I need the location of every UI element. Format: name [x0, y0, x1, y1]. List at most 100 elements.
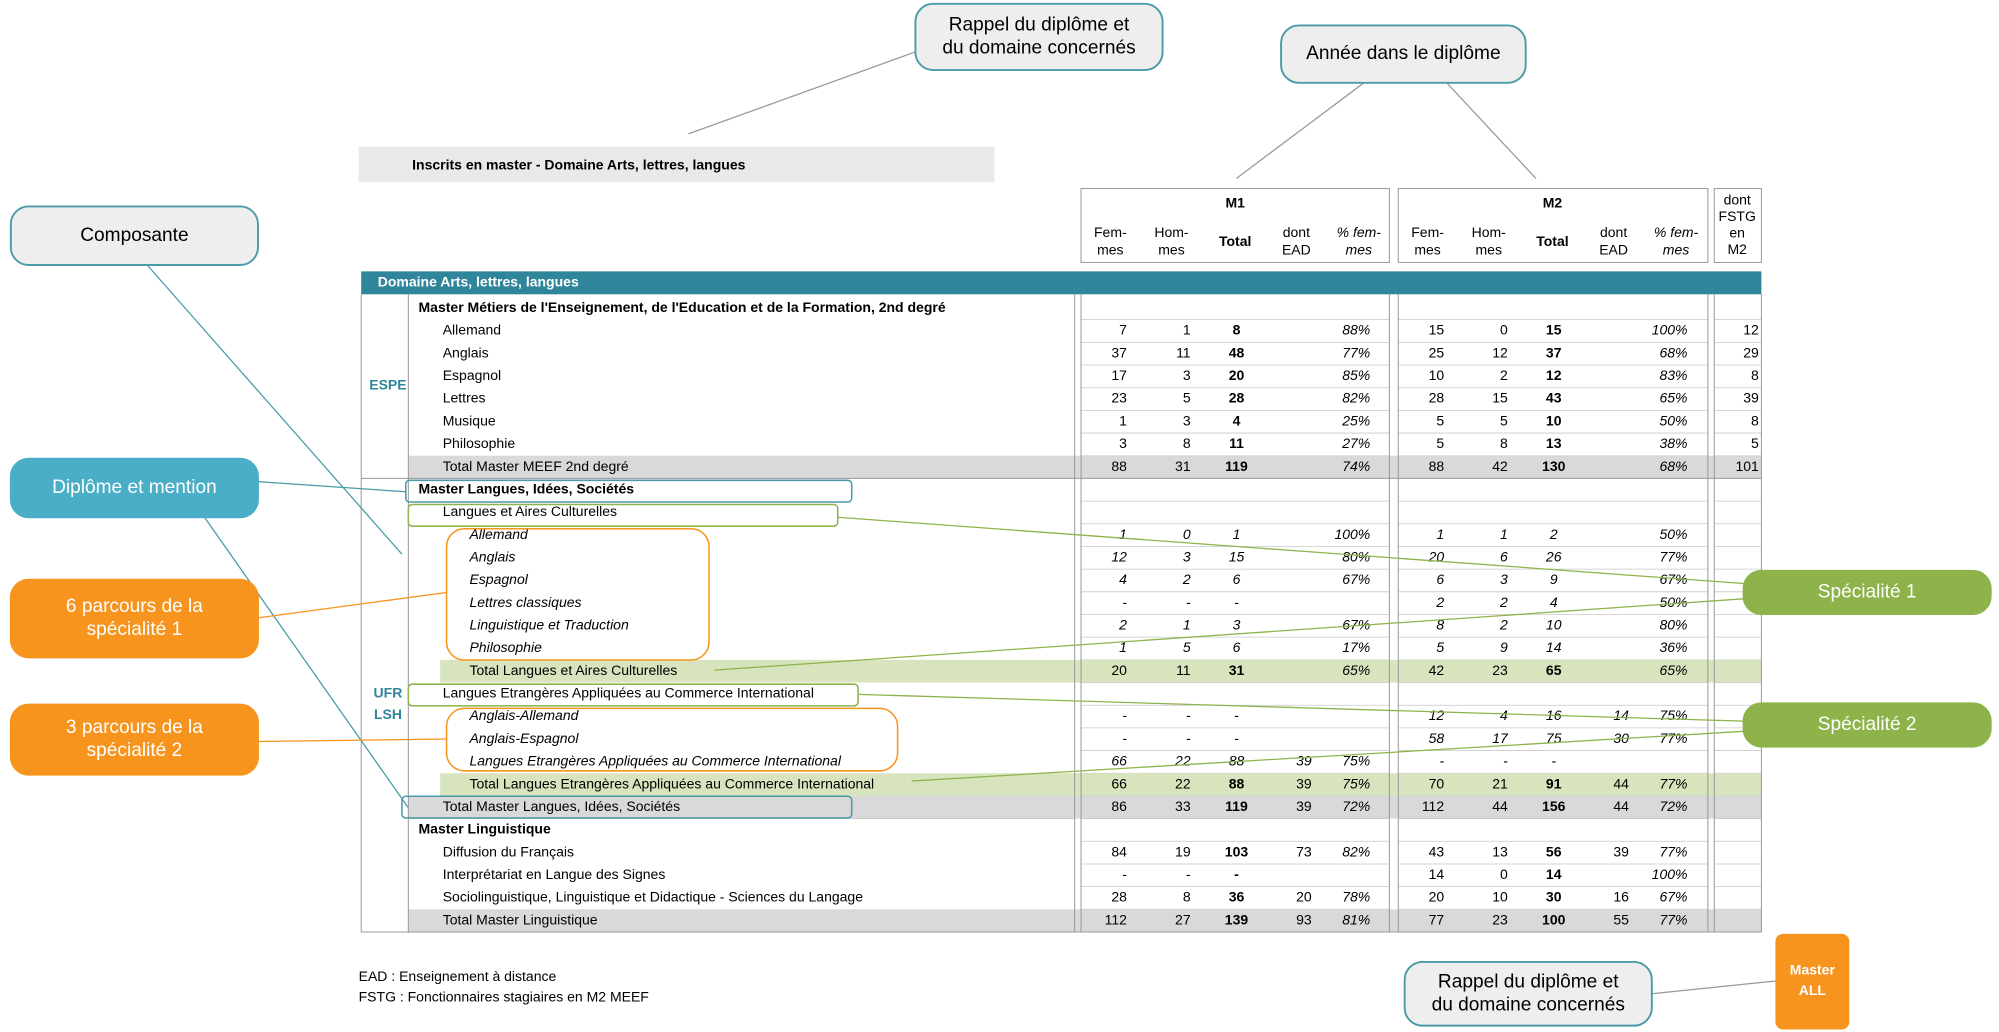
cell: - [1234, 730, 1239, 746]
callout-box [1775, 933, 1850, 1030]
cell: 28 [1429, 390, 1445, 406]
row-label: Diffusion du Français [443, 843, 574, 859]
cell: 12 [1429, 707, 1445, 723]
cell: 1 [1233, 526, 1241, 542]
cell: 119 [1225, 458, 1248, 474]
cell: 15 [1546, 322, 1562, 338]
cell: 8 [1751, 412, 1759, 428]
cell: 67% [1659, 571, 1687, 587]
column-header: FSTG [1719, 208, 1756, 224]
cell: - [1122, 730, 1127, 746]
cell: 25 [1429, 344, 1445, 360]
callout-box [9, 703, 259, 776]
cell: 77% [1659, 730, 1687, 746]
cell: 84 [1111, 843, 1127, 859]
cell: 74% [1342, 458, 1370, 474]
cell: 156 [1542, 798, 1566, 814]
cell: 68% [1659, 344, 1687, 360]
cell: 28 [1229, 390, 1245, 406]
cell: 13 [1492, 843, 1508, 859]
cell: 100% [1652, 866, 1688, 882]
callout-text: 3 parcours de la [66, 717, 203, 738]
cell: - [1186, 707, 1191, 723]
cell: - [1439, 753, 1444, 769]
cell: 11 [1176, 662, 1191, 678]
cell: 31 [1229, 662, 1245, 678]
callout-box [1742, 569, 1992, 616]
highlight-box [445, 707, 899, 772]
connector [858, 693, 1744, 722]
cell: 5 [1183, 639, 1191, 655]
cell: 112 [1105, 911, 1128, 927]
cell: 17% [1342, 639, 1370, 655]
table-body: M1 Fem-mes Hom-mes Total dont EAD % fem-mes M2 F… [359, 191, 1762, 1004]
connector [688, 50, 919, 135]
cell: 25% [1341, 412, 1370, 428]
row-label: Total Master Langues, Idées, Sociétés [443, 798, 680, 814]
m2-header-box [1397, 188, 1709, 263]
cell: 1 [1500, 526, 1508, 542]
footnote: FSTG : Fonctionnaires stagiaires en M2 M… [359, 988, 649, 1004]
cell: 1 [1436, 526, 1444, 542]
cell: 22 [1175, 775, 1191, 791]
column-header: % fem- [1654, 224, 1699, 240]
cell: 4 [1233, 412, 1241, 428]
callout-box [1403, 960, 1653, 1027]
cell: 100 [1542, 911, 1566, 927]
cell: 6 [1233, 571, 1241, 587]
column-header: mes [1097, 242, 1123, 258]
cell: 23 [1492, 911, 1508, 927]
cell: 38% [1659, 435, 1687, 451]
column-header: Fem- [1411, 224, 1444, 240]
connector [1236, 82, 1365, 179]
cell: 5 [1436, 435, 1444, 451]
column-header: dont [1600, 224, 1627, 240]
cell: 65% [1342, 662, 1370, 678]
row-label: Philosophie [469, 639, 542, 655]
row-label: Linguistique et Traduction [469, 617, 628, 633]
cell: 17 [1492, 730, 1509, 746]
cell: 12 [1546, 367, 1562, 383]
cell: 12 [1111, 548, 1127, 564]
cell: 67% [1342, 617, 1370, 633]
cell: 2 [1500, 367, 1508, 383]
cell: 77% [1342, 344, 1370, 360]
cell: 7 [1119, 322, 1127, 338]
callout-text: 6 parcours de la [66, 596, 203, 617]
cell: 88 [1229, 753, 1245, 769]
cell: 11 [1176, 344, 1191, 360]
cell: 80% [1342, 548, 1370, 564]
column-header: mes [1158, 242, 1184, 258]
connector [203, 516, 409, 809]
row-background [408, 455, 1762, 479]
cell: 13 [1546, 435, 1562, 451]
domain: Domaine Arts, lettres, langues [378, 274, 579, 290]
row-label: Lettres [443, 390, 486, 406]
column-header: mes [1346, 242, 1372, 258]
column-header: M2 [1727, 241, 1747, 257]
cell: 72% [1659, 798, 1687, 814]
cell: - [1503, 753, 1508, 769]
cell: 4 [1550, 594, 1558, 610]
cell: 100% [1652, 322, 1688, 338]
cell: 77% [1659, 843, 1687, 859]
cell: 42 [1492, 458, 1508, 474]
cell: 8 [1233, 322, 1241, 338]
cell: 65 [1546, 662, 1562, 678]
cell: 2 [1435, 594, 1444, 610]
cell: 75% [1342, 775, 1370, 791]
cell: 73 [1296, 843, 1312, 859]
row-label: Total Master Linguistique [443, 911, 598, 927]
cell: 3 [1183, 367, 1191, 383]
callout-box [1742, 702, 1992, 748]
cell: 119 [1225, 798, 1248, 814]
domain-bar [361, 271, 1762, 295]
column-header: mes [1414, 242, 1440, 258]
cell: 10 [1429, 367, 1445, 383]
cell: 77 [1429, 911, 1445, 927]
row-background [408, 909, 1762, 932]
cell: 2 [1499, 617, 1508, 633]
cell: 48 [1229, 344, 1245, 360]
cell: 101 [1735, 458, 1759, 474]
